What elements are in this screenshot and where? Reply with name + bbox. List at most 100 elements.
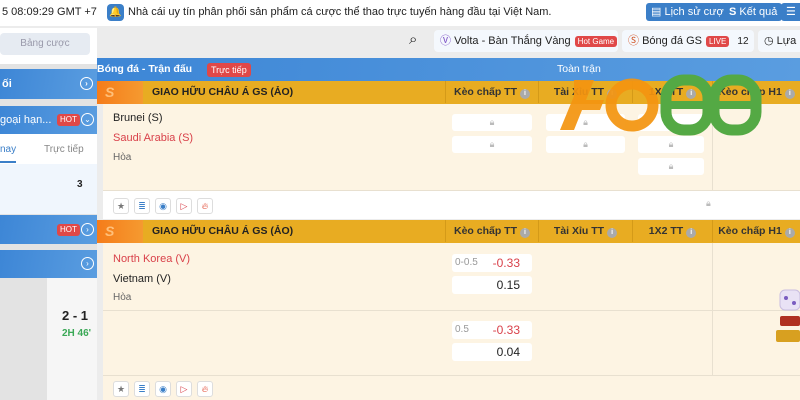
locked-odds-cell: 🔒︎ xyxy=(452,114,532,131)
play-icon[interactable]: ▷ xyxy=(176,381,192,397)
fire-icon[interactable]: 🔥︎ xyxy=(197,198,213,214)
logo-ring xyxy=(605,78,659,132)
period-label: Toàn trận xyxy=(557,63,601,75)
column-label: 1X2 TT xyxy=(648,225,684,237)
live-count: 3 xyxy=(77,179,83,190)
tab-today[interactable]: nay xyxy=(0,144,17,163)
notice-marquee: Nhà cái uy tín phân phối sản phẩm cá cượ… xyxy=(128,6,552,18)
lock-icon: 🔒︎ xyxy=(583,117,588,127)
results-button[interactable]: S Kết quả xyxy=(724,3,783,21)
home-team: North Korea (V) xyxy=(113,253,191,265)
sidebar-item-label: ối xyxy=(2,78,12,90)
column-label: Kèo chấp TT xyxy=(453,86,517,98)
search-icon[interactable]: ⌕ xyxy=(409,31,418,48)
logo-glyph xyxy=(660,74,714,136)
stats-icon[interactable]: ≣ xyxy=(134,381,150,397)
live-badge: LIVE xyxy=(706,36,730,47)
league-name: GIAO HỮU CHÂU Á GS (ẢO) xyxy=(152,225,294,237)
tab-count: 12 xyxy=(737,36,749,47)
column-label: Tài Xỉu TT xyxy=(553,225,605,237)
eye-icon[interactable]: ◉ xyxy=(155,381,171,397)
results-label: Kết quả xyxy=(739,6,778,18)
hot-game-badge: Hot Game xyxy=(574,36,618,47)
bet-history-button[interactable]: ▤ Lịch sử cược xyxy=(646,3,735,21)
away-team: Saudi Arabia (S) xyxy=(113,132,194,144)
column-header: 1X2 TT i xyxy=(632,220,712,242)
odds-value: 0.15 xyxy=(496,278,520,292)
brand-watermark xyxy=(560,74,762,136)
star-icon[interactable]: ★ xyxy=(113,198,129,214)
match-score: 2 - 1 xyxy=(62,308,89,323)
league-name: GIAO HỮU CHÂU Á GS (ẢO) xyxy=(152,86,294,98)
handicap-home-odds[interactable]: 0.5 -0.33 xyxy=(452,321,532,339)
column-header: Kèo chấp H1 i xyxy=(712,220,800,242)
locked-odds-cell: 🔒︎ xyxy=(638,136,704,153)
fire-icon[interactable]: 🔥︎ xyxy=(197,381,213,397)
hot-badge: HOT xyxy=(57,114,80,126)
match-actions-row: 🔒︎ xyxy=(103,191,800,219)
handicap-line: 0-0.5 xyxy=(455,257,478,268)
lock-icon: 🔒︎ xyxy=(583,139,588,149)
column-label: Kèo chấp TT xyxy=(453,225,517,237)
menu-icon[interactable]: ☰ xyxy=(781,3,800,21)
sport-header: Bóng đá - Trận đấu Trực tiếp Toàn trận xyxy=(97,58,800,81)
bet-table-search[interactable]: Bảng cược xyxy=(0,33,90,55)
lock-icon: 🔒︎ xyxy=(668,139,674,149)
sidebar-item[interactable]: › xyxy=(0,250,97,278)
info-icon[interactable]: i xyxy=(520,89,530,99)
sidebar: Bảng cược ối › goại hạn... HOT ⌄ nay Trực t… xyxy=(0,28,97,400)
bell-icon: 🔔 xyxy=(107,4,124,21)
info-icon[interactable]: i xyxy=(784,228,795,238)
locked-odds-cell: 🔒︎ xyxy=(638,158,704,175)
tab-volta[interactable]: Ⓥ Volta - Bàn Thắng Vàng Hot Game xyxy=(434,30,618,52)
info-icon[interactable]: i xyxy=(520,228,530,238)
odds-value: -0.33 xyxy=(492,323,520,337)
volta-icon: Ⓥ xyxy=(440,35,451,47)
lock-icon: 🔒︎ xyxy=(489,139,495,149)
eye-icon[interactable]: ◉ xyxy=(155,198,171,214)
tab-label: Lựa xyxy=(776,35,797,47)
tab-bong-da-gs[interactable]: Ⓢ Bóng đá GS LIVE 12 xyxy=(622,30,754,52)
sidebar-item-premier[interactable]: goại hạn... HOT ⌄ xyxy=(0,106,97,134)
stats-icon[interactable]: ≣ xyxy=(134,198,150,214)
hot-badge: HOT xyxy=(57,224,80,236)
gs-icon: Ⓢ xyxy=(628,35,639,47)
tab-select[interactable]: ◷ Lựa xyxy=(758,30,800,52)
info-icon[interactable]: i xyxy=(686,89,697,99)
sidebar-item-label: goại hạn... xyxy=(0,114,52,126)
locked-odds-cell: 🔒︎ xyxy=(546,136,625,153)
tab-label: Bóng đá GS xyxy=(642,35,702,47)
sidebar-item[interactable]: HOT › xyxy=(0,215,97,244)
chevron-right-icon: › xyxy=(81,223,94,236)
sport-title: Bóng đá - Trận đấu xyxy=(97,63,193,75)
bet-history-label: Lịch sử cược xyxy=(664,6,730,18)
match-time: 2H 46' xyxy=(62,328,92,339)
star-icon[interactable]: ★ xyxy=(113,381,129,397)
tab-live[interactable]: Trực tiếp xyxy=(44,144,84,155)
tab-label: Volta - Bàn Thắng Vàng xyxy=(454,35,571,47)
draw-label: Hòa xyxy=(113,292,132,303)
column-header: Kèo chấp TT i xyxy=(445,81,538,103)
handicap-line: 0.5 xyxy=(455,324,469,335)
column-header: Kèo chấp TT i xyxy=(445,220,538,242)
handicap-away-odds[interactable]: 0.04 xyxy=(452,343,532,361)
odds-value: 0.04 xyxy=(496,345,520,359)
odds-value: -0.33 xyxy=(492,256,520,270)
lock-icon: 🔒︎ xyxy=(489,117,495,127)
draw-label: Hòa xyxy=(113,152,132,163)
info-icon[interactable]: i xyxy=(607,228,618,238)
home-team: Brunei (S) xyxy=(113,112,163,124)
league-header[interactable]: S GIAO HỮU CHÂU Á GS (ẢO) xyxy=(97,220,800,243)
play-icon[interactable]: ▷ xyxy=(176,198,192,214)
handicap-home-odds[interactable]: 0-0.5 -0.33 xyxy=(452,254,532,272)
info-icon[interactable]: i xyxy=(686,228,697,238)
logo-glyph xyxy=(708,74,762,136)
league-logo-icon: S xyxy=(97,81,143,104)
mini-game-icon[interactable] xyxy=(776,288,800,348)
live-badge: Trực tiếp xyxy=(207,63,251,77)
sidebar-item[interactable]: ối › xyxy=(0,69,97,99)
match-row: North Korea (V) Vietnam (V) Hòa xyxy=(103,243,800,400)
handicap-away-odds[interactable]: 0.15 xyxy=(452,276,532,294)
info-icon[interactable]: i xyxy=(784,89,795,99)
